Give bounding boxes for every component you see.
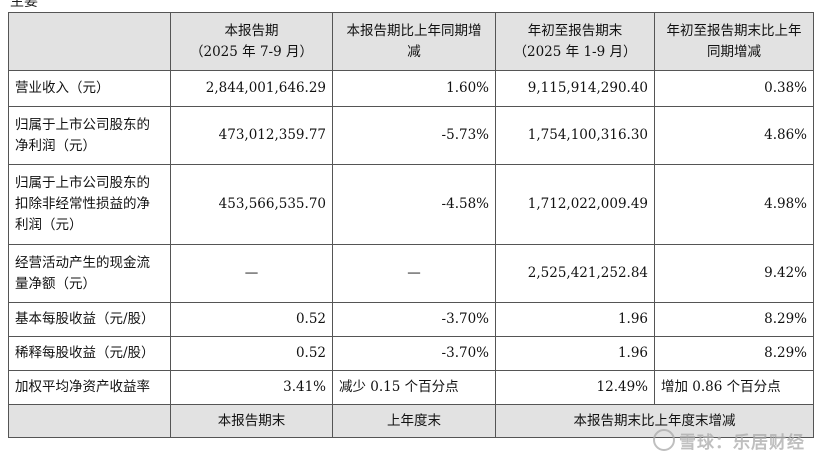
cell-ytd-change: 4.86%: [654, 106, 814, 165]
cell-yoy: 减少 0.15 个百分点: [332, 370, 496, 405]
header-fragment: 主要: [10, 0, 38, 10]
table-row: 营业收入（元） 2,844,001,646.29 1.60% 9,115,914…: [8, 70, 814, 107]
cell-ytd-change: 0.38%: [654, 70, 814, 107]
cell-ytd: 2,525,421,252.84: [495, 244, 655, 303]
cell-ytd: 9,115,914,290.40: [495, 70, 655, 107]
financial-table: 本报告期 （2025 年 7-9 月） 本报告期比上年同期增 减 年初至报告期末…: [8, 12, 814, 438]
cell-ytd: 1,754,100,316.30: [495, 106, 655, 165]
cell-yoy: -5.73%: [332, 106, 496, 165]
table-row: 归属于上市公司股东的 净利润（元） 473,012,359.77 -5.73% …: [8, 106, 814, 165]
cell-ytd-change: 9.42%: [654, 244, 814, 303]
header-row: 本报告期 （2025 年 7-9 月） 本报告期比上年同期增 减 年初至报告期末…: [8, 12, 814, 71]
table-row: 归属于上市公司股东的 扣除非经常性损益的净 利润（元） 453,566,535.…: [8, 164, 814, 245]
cell-current: 3.41%: [170, 370, 333, 405]
cell-ytd: 12.49%: [495, 370, 655, 405]
table-row: 基本每股收益（元/股） 0.52 -3.70% 1.96 8.29%: [8, 302, 814, 337]
header-cell-empty: [8, 12, 171, 71]
watermark: 雪球：乐居财经: [653, 428, 805, 453]
cell-ytd: 1,712,022,009.49: [495, 164, 655, 245]
table-row: 加权平均净资产收益率 3.41% 减少 0.15 个百分点 12.49% 增加 …: [8, 370, 814, 405]
cell-current: 0.52: [170, 336, 333, 371]
footer-cell-prior-year-end: 上年度末: [332, 404, 496, 438]
snowball-logo-icon: [653, 429, 675, 451]
cell-yoy: 1.60%: [332, 70, 496, 107]
row-label: 加权平均净资产收益率: [8, 370, 171, 405]
cell-current: —: [170, 244, 333, 303]
cell-current: 2,844,001,646.29: [170, 70, 333, 107]
row-label: 营业收入（元）: [8, 70, 171, 107]
top-strip: 主要: [0, 0, 823, 12]
row-label: 基本每股收益（元/股）: [8, 302, 171, 337]
cell-ytd-change: 8.29%: [654, 302, 814, 337]
row-label: 归属于上市公司股东的 净利润（元）: [8, 106, 171, 165]
cell-yoy: —: [332, 244, 496, 303]
cell-ytd: 1.96: [495, 302, 655, 337]
row-label: 稀释每股收益（元/股）: [8, 336, 171, 371]
cell-current: 453,566,535.70: [170, 164, 333, 245]
footer-cell-change: 本报告期末比上年度末增减: [495, 404, 814, 438]
cell-ytd-change: 增加 0.86 个百分点: [654, 370, 814, 405]
header-cell-ytd: 年初至报告期末 （2025 年 1-9 月）: [495, 12, 655, 71]
footer-header-row: 本报告期末 上年度末 本报告期末比上年度末增减: [8, 404, 814, 438]
header-cell-current-period: 本报告期 （2025 年 7-9 月）: [170, 12, 333, 71]
cell-current: 473,012,359.77: [170, 106, 333, 165]
cell-yoy: -3.70%: [332, 302, 496, 337]
footer-cell-period-end: 本报告期末: [170, 404, 333, 438]
row-label: 经营活动产生的现金流 量净额（元）: [8, 244, 171, 303]
row-label: 归属于上市公司股东的 扣除非经常性损益的净 利润（元）: [8, 164, 171, 245]
header-cell-yoy-change: 本报告期比上年同期增 减: [332, 12, 496, 71]
cell-ytd: 1.96: [495, 336, 655, 371]
header-cell-ytd-change: 年初至报告期末比上年 同期增减: [654, 12, 814, 71]
cell-current: 0.52: [170, 302, 333, 337]
footer-cell-empty: [8, 404, 171, 438]
table-row: 稀释每股收益（元/股） 0.52 -3.70% 1.96 8.29%: [8, 336, 814, 371]
cell-yoy: -3.70%: [332, 336, 496, 371]
cell-yoy: -4.58%: [332, 164, 496, 245]
table-row: 经营活动产生的现金流 量净额（元） — — 2,525,421,252.84 9…: [8, 244, 814, 303]
cell-ytd-change: 4.98%: [654, 164, 814, 245]
cell-ytd-change: 8.29%: [654, 336, 814, 371]
